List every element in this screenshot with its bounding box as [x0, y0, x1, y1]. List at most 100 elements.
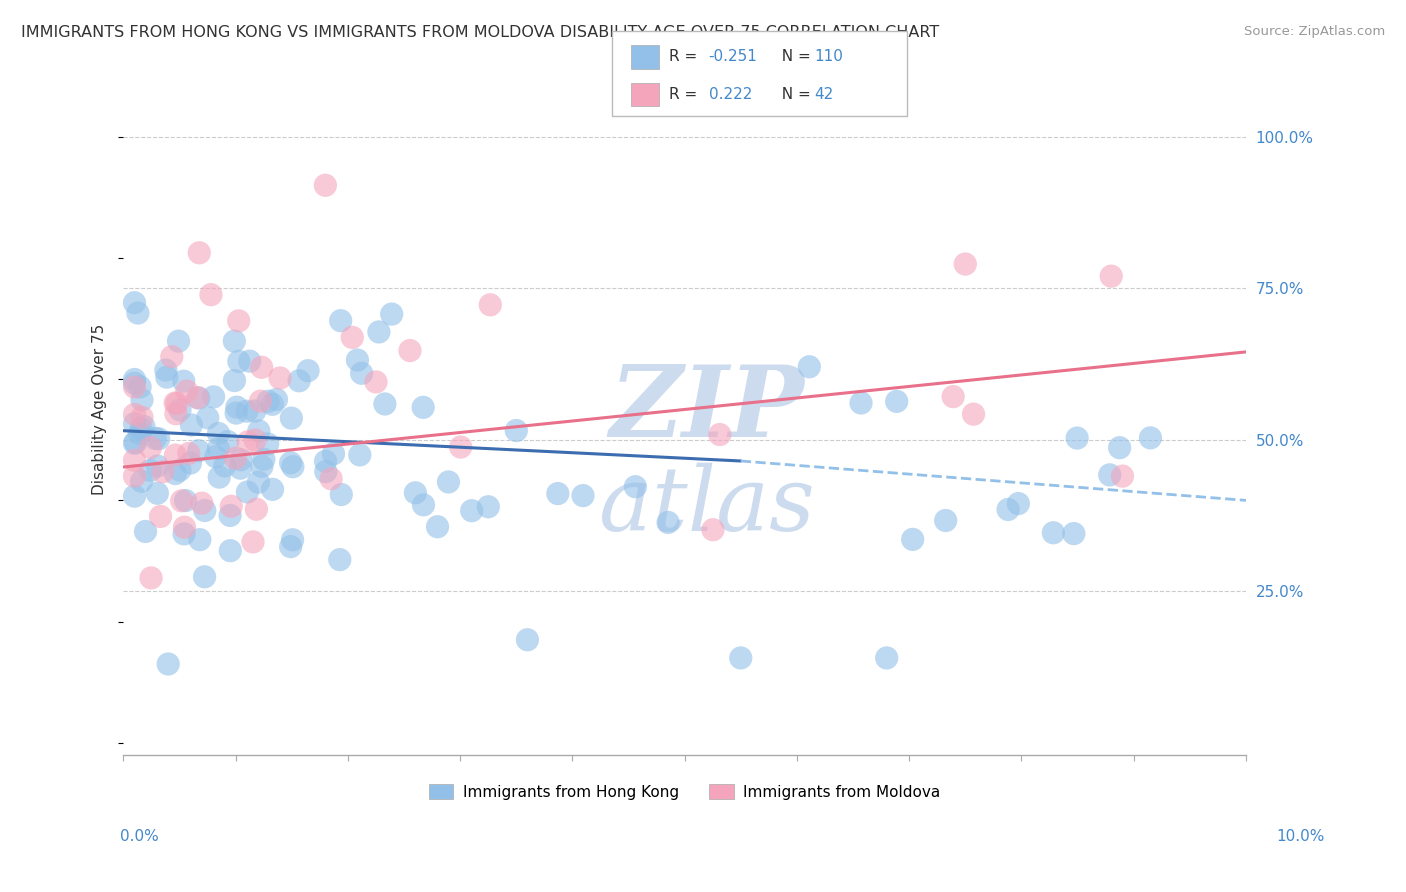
Point	[1111, 469, 1133, 483]
Point	[997, 502, 1019, 516]
Point	[225, 400, 247, 414]
Point	[399, 343, 422, 358]
Point	[709, 427, 731, 442]
Point	[250, 459, 273, 474]
Point	[281, 533, 304, 547]
Point	[224, 334, 246, 348]
Text: 0.222: 0.222	[709, 87, 752, 103]
Point	[124, 417, 146, 431]
Point	[134, 524, 156, 539]
Point	[657, 516, 679, 530]
Point	[437, 475, 460, 489]
Point	[245, 502, 267, 516]
Point	[214, 458, 236, 473]
Point	[129, 380, 152, 394]
Point	[1099, 269, 1122, 284]
Point	[124, 408, 146, 422]
Point	[180, 417, 202, 432]
Point	[128, 426, 150, 441]
Point	[129, 421, 152, 435]
Point	[139, 441, 162, 455]
Point	[217, 434, 239, 449]
Point	[207, 426, 229, 441]
Text: 0.0%: 0.0%	[120, 830, 159, 844]
Point	[124, 436, 146, 450]
Point	[1108, 441, 1130, 455]
Point	[127, 306, 149, 320]
Point	[477, 500, 499, 514]
Point	[250, 360, 273, 375]
Point	[269, 371, 291, 385]
Point	[249, 394, 271, 409]
Point	[547, 486, 569, 500]
Point	[194, 570, 217, 584]
Point	[236, 404, 259, 418]
Point	[849, 396, 872, 410]
Text: 42: 42	[814, 87, 834, 103]
Point	[157, 657, 180, 671]
Point	[194, 503, 217, 517]
Point	[242, 534, 264, 549]
Point	[148, 432, 170, 446]
Point	[374, 397, 396, 411]
Point	[247, 424, 270, 438]
Point	[207, 442, 229, 456]
Point	[124, 376, 146, 391]
Point	[243, 404, 266, 418]
Point	[131, 410, 153, 425]
Point	[219, 500, 242, 514]
Point	[322, 447, 344, 461]
Point	[132, 419, 155, 434]
Point	[152, 465, 174, 479]
Point	[1007, 497, 1029, 511]
Point	[280, 540, 302, 554]
Point	[404, 485, 426, 500]
Text: R =: R =	[669, 49, 703, 64]
Point	[187, 391, 209, 405]
Point	[174, 493, 197, 508]
Point	[262, 483, 284, 497]
Point	[229, 461, 252, 475]
Point	[247, 475, 270, 490]
Point	[236, 485, 259, 500]
Point	[886, 394, 908, 409]
Point	[173, 374, 195, 388]
Point	[224, 374, 246, 388]
Point	[197, 410, 219, 425]
Point	[165, 407, 187, 421]
Point	[169, 403, 191, 417]
Text: IMMIGRANTS FROM HONG KONG VS IMMIGRANTS FROM MOLDOVA DISABILITY AGE OVER 75 CORR: IMMIGRANTS FROM HONG KONG VS IMMIGRANTS …	[21, 25, 939, 40]
Text: ZIP: ZIP	[610, 361, 804, 458]
Point	[257, 394, 280, 409]
Point	[1139, 431, 1161, 445]
Point	[139, 463, 162, 477]
Point	[146, 458, 169, 473]
Point	[177, 446, 200, 460]
Point	[367, 325, 389, 339]
Point	[412, 401, 434, 415]
Text: R =: R =	[669, 87, 703, 103]
Text: 110: 110	[814, 49, 844, 64]
Point	[239, 354, 262, 368]
Point	[1063, 526, 1085, 541]
Point	[124, 372, 146, 386]
Text: -0.251: -0.251	[709, 49, 758, 64]
Point	[297, 364, 319, 378]
Point	[349, 448, 371, 462]
Point	[329, 314, 352, 328]
Point	[450, 440, 472, 454]
Point	[702, 523, 724, 537]
Point	[124, 380, 146, 394]
Point	[208, 470, 231, 484]
Point	[901, 533, 924, 547]
Point	[200, 287, 222, 301]
Point	[935, 514, 957, 528]
Point	[516, 632, 538, 647]
Point	[173, 527, 195, 541]
Point	[1042, 525, 1064, 540]
Point	[262, 397, 284, 411]
Point	[799, 359, 821, 374]
Point	[426, 519, 449, 533]
Point	[188, 533, 211, 547]
Point	[1098, 467, 1121, 482]
